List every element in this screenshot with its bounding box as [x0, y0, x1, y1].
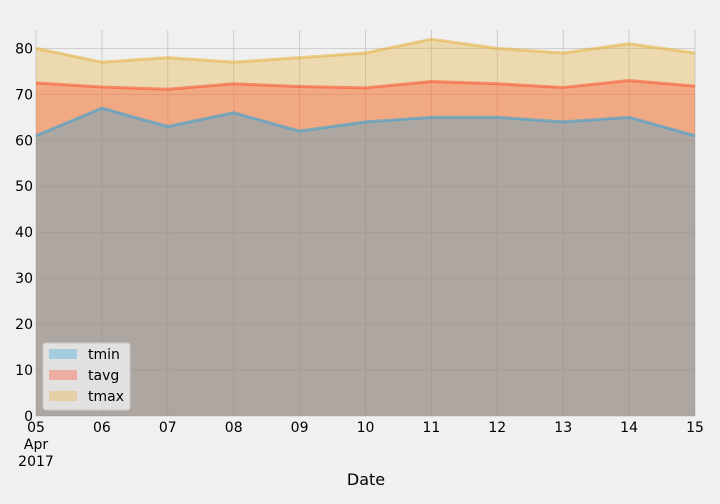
legend-label-tavg: tavg — [88, 368, 119, 384]
legend-box — [42, 342, 131, 411]
x-axis-ticks: 05 Apr 2017 06 07 08 09 10 11 12 13 14 15 — [18, 420, 704, 470]
x-tick-label: 05 Apr 2017 — [18, 420, 54, 470]
legend-swatch-tavg — [49, 370, 77, 380]
x-tick-label: 07 — [159, 420, 177, 436]
x-tick-label: 08 — [225, 420, 243, 436]
line-tavg — [35, 79, 696, 91]
x-tick-label: 15 — [686, 420, 704, 436]
y-tick-label: 70 — [15, 87, 33, 103]
x-tick-label: 09 — [291, 420, 309, 436]
y-tick-label: 10 — [15, 363, 33, 379]
line-tmax — [35, 37, 696, 64]
area-tmax — [36, 39, 695, 416]
x-tick-label: 14 — [620, 420, 638, 436]
legend-swatch-tmin — [49, 349, 77, 359]
y-axis-ticks: 0 10 20 30 40 50 60 70 80 — [15, 41, 33, 425]
y-tick-label: 50 — [15, 179, 33, 195]
legend: tmin tavg tmax — [42, 342, 131, 411]
x-tick-label: 12 — [488, 420, 506, 436]
y-tick-label: 0 — [24, 409, 33, 425]
x-tick-label: 13 — [554, 420, 572, 436]
area-tavg — [36, 80, 695, 417]
y-tick-label: 40 — [15, 225, 33, 241]
x-tick-label: 06 — [93, 420, 111, 436]
y-tick-label: 60 — [15, 133, 33, 149]
legend-swatch-tmax — [49, 391, 77, 401]
y-tick-label: 20 — [15, 317, 33, 333]
legend-label-tmax: tmax — [88, 389, 124, 405]
legend-label-tmin: tmin — [88, 347, 120, 363]
x-tick-label: 10 — [357, 420, 375, 436]
y-tick-label: 30 — [15, 271, 33, 287]
x-axis-title: Date — [347, 470, 385, 489]
line-tmin — [35, 106, 696, 138]
plot-area — [35, 30, 696, 417]
area-tmin — [36, 108, 695, 416]
y-tick-label: 80 — [15, 41, 33, 57]
x-tick-label: 11 — [422, 420, 440, 436]
